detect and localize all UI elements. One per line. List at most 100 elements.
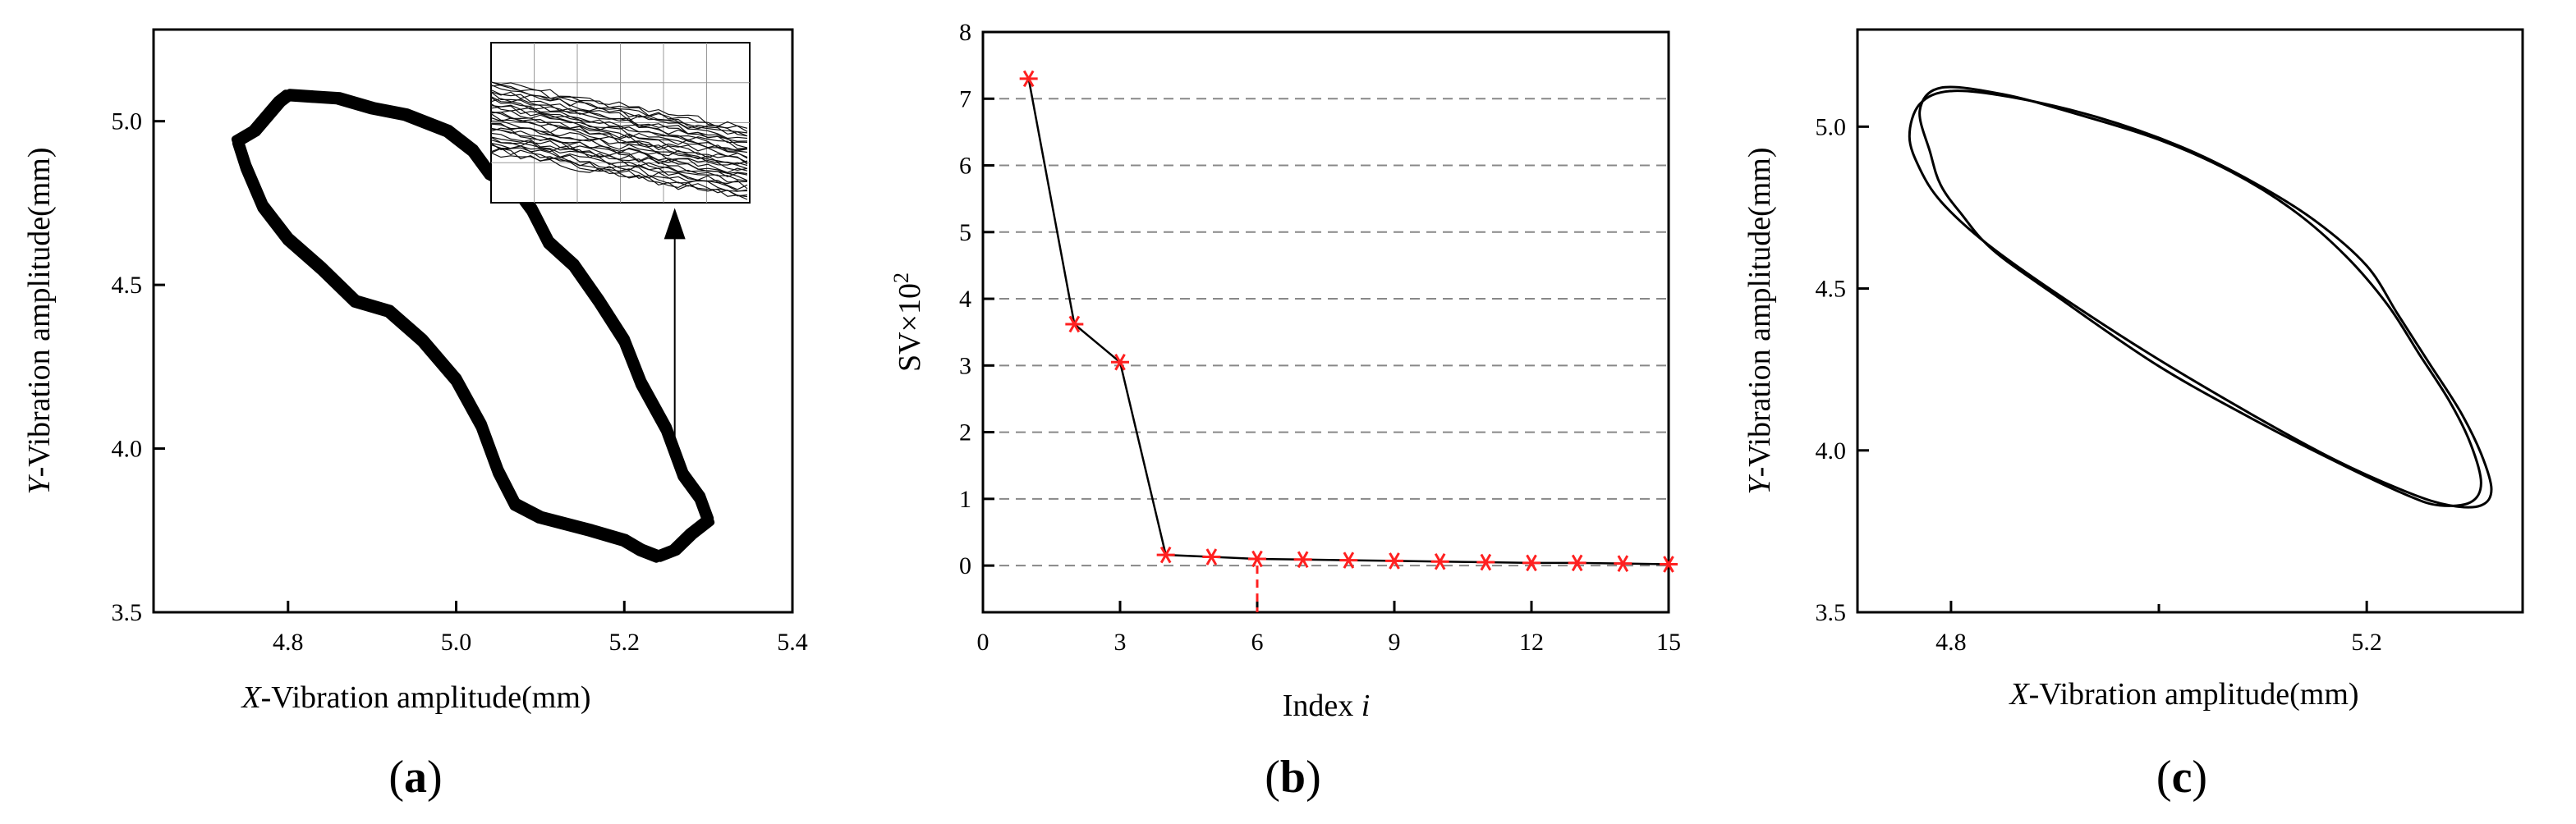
y-axis-label: Y-Vibration amplitude(mm)	[1743, 147, 1777, 494]
singular-value-marker	[1248, 550, 1266, 568]
singular-value-marker	[1660, 556, 1678, 573]
panel-a: 4.8 5.0 5.2 5.43.54.04.55.0X-Vibration ampl…	[22, 28, 808, 803]
y-tick-label: 4.5	[1816, 276, 1847, 303]
marker-stroke	[1526, 554, 1537, 572]
inset-trace	[490, 123, 748, 170]
singular-value-marker	[1476, 553, 1495, 571]
x-tick-label: 12	[1519, 629, 1544, 656]
x-tick-label: 4.8	[273, 629, 304, 656]
marker-stroke	[1022, 70, 1035, 88]
singular-value-marker	[1019, 70, 1038, 88]
marker-stroke	[1389, 552, 1400, 570]
x-tick-label: 0	[977, 629, 990, 656]
singular-value-marker	[1111, 353, 1129, 371]
inset-trace	[490, 89, 748, 140]
y-tick-label: 4.0	[112, 436, 143, 463]
panel-label-letter: c	[2172, 752, 2193, 803]
singular-value-line	[1027, 78, 1669, 565]
inset-trace	[490, 81, 748, 129]
inset-trace	[490, 98, 748, 149]
x-axis-label: Index i	[1283, 689, 1371, 723]
x-axis-label-var: i	[1361, 689, 1371, 723]
orbit-trace	[232, 94, 711, 563]
y-axis-label-text: -Vibration amplitude(mm)	[1743, 147, 1777, 477]
singular-value-marker	[1430, 552, 1449, 570]
orbit-curve	[1918, 85, 2482, 507]
singular-value-marker	[1385, 552, 1403, 570]
x-tick-label: 5.2	[2351, 629, 2382, 656]
panel-label: (c)	[2156, 752, 2207, 803]
y-tick-label: 8	[959, 19, 971, 46]
x-tick-label: 5.4	[777, 629, 808, 656]
x-axis-label-var: X	[240, 680, 262, 715]
y-axis-label-text: -Vibration amplitude(mm)	[22, 147, 57, 477]
x-tick-label: 5.0	[441, 629, 472, 656]
x-tick-label: 3	[1114, 629, 1127, 656]
marker-stroke	[1159, 546, 1172, 564]
panel-label-close: )	[1306, 752, 1321, 803]
inset-trace	[490, 136, 748, 181]
inset-trace	[490, 91, 748, 137]
orbit-curve	[1908, 89, 2493, 509]
marker-stroke	[1205, 548, 1218, 565]
singular-value-marker	[1522, 554, 1541, 572]
y-tick-label: 0	[959, 552, 971, 579]
y-tick-label: 5	[959, 219, 971, 246]
inset-trace	[491, 123, 748, 172]
y-tick-label: 3	[959, 352, 971, 379]
y-tick-label: 4	[959, 286, 971, 313]
inset-trace	[490, 152, 748, 200]
panel-c: 4.8 5.23.54.04.55.0X-Vibration amplitude(…	[1743, 28, 2524, 803]
y-tick-label: 6	[959, 153, 971, 180]
singular-value-marker	[1156, 546, 1175, 564]
panel-label-open: (	[1265, 752, 1280, 803]
marker-stroke	[1297, 551, 1309, 569]
marker-stroke	[1663, 556, 1674, 573]
panel-label-open: (	[388, 752, 404, 803]
marker-stroke	[1617, 555, 1629, 572]
y-tick-label: 2	[959, 419, 971, 446]
x-tick-label: 15	[1656, 629, 1681, 656]
y-tick-label: 5.0	[112, 108, 143, 135]
marker-stroke	[1343, 552, 1355, 569]
x-tick-label: 5.2	[609, 629, 641, 656]
panel-label-close: )	[2192, 752, 2207, 803]
zoom-arrow-head	[664, 208, 686, 240]
y-tick-label: 5.0	[1816, 113, 1847, 140]
inset-trace	[490, 128, 748, 173]
inset-trace	[490, 104, 748, 152]
inset-trace	[490, 140, 748, 190]
inset-trace	[490, 117, 748, 165]
x-tick-label: 4.8	[1935, 629, 1967, 656]
y-axis-label-var: Y	[1743, 474, 1777, 495]
plot-frame	[1856, 28, 2524, 614]
x-tick-label: 9	[1389, 629, 1401, 656]
inset-trace	[490, 105, 748, 151]
singular-value-marker	[1065, 315, 1084, 333]
marker-stroke	[1114, 353, 1126, 371]
y-tick-label: 4.0	[1816, 437, 1847, 465]
singular-value-marker	[1293, 551, 1312, 569]
panel-label-letter: a	[404, 752, 427, 803]
y-tick-label: 3.5	[1816, 599, 1847, 626]
orbit-trace	[235, 89, 714, 558]
plot-frame	[152, 28, 794, 614]
singular-value-marker	[1339, 552, 1358, 569]
inset-trace	[490, 136, 748, 183]
zoom-inset	[490, 42, 751, 204]
inset-trace	[490, 110, 748, 159]
x-axis-label-text: Index	[1283, 689, 1361, 723]
plot-frame	[981, 30, 1670, 614]
marker-stroke	[1068, 315, 1081, 333]
singular-value-marker	[1614, 555, 1632, 572]
x-axis-label-text: -Vibration amplitude(mm)	[2029, 677, 2359, 712]
y-axis-label: Y-Vibration amplitude(mm)	[22, 147, 57, 494]
marker-stroke	[1480, 553, 1492, 571]
x-tick-label: 6	[1251, 629, 1264, 656]
marker-stroke	[1434, 552, 1446, 570]
y-axis-label-text: SV×10	[893, 283, 927, 372]
panel-label: (b)	[1265, 752, 1320, 803]
y-axis-label-var: Y	[22, 474, 57, 495]
